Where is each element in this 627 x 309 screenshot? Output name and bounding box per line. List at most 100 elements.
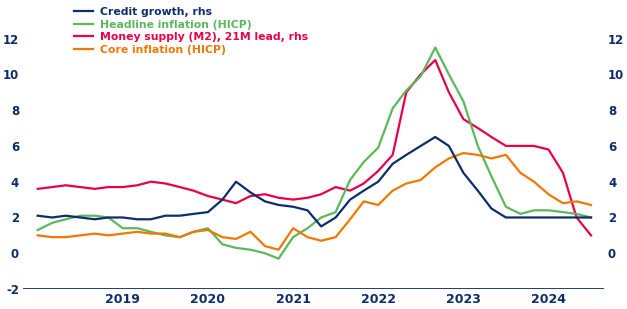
Core inflation (HICP) bbox=[587, 203, 595, 207]
Core inflation (HICP) bbox=[48, 235, 56, 239]
Credit growth, rhs bbox=[545, 216, 552, 219]
Money supply (M2), 21M lead, rhs bbox=[545, 148, 552, 151]
Core inflation (HICP) bbox=[488, 157, 495, 160]
Headline inflation (HICP) bbox=[403, 89, 410, 92]
Core inflation (HICP) bbox=[219, 235, 226, 239]
Money supply (M2), 21M lead, rhs bbox=[232, 201, 240, 205]
Money supply (M2), 21M lead, rhs bbox=[48, 185, 56, 189]
Credit growth, rhs bbox=[474, 189, 482, 193]
Money supply (M2), 21M lead, rhs bbox=[219, 198, 226, 201]
Core inflation (HICP) bbox=[232, 237, 240, 241]
Credit growth, rhs bbox=[204, 210, 212, 214]
Core inflation (HICP) bbox=[360, 200, 367, 203]
Headline inflation (HICP) bbox=[34, 228, 41, 232]
Credit growth, rhs bbox=[289, 205, 297, 209]
Credit growth, rhs bbox=[247, 191, 255, 194]
Credit growth, rhs bbox=[573, 216, 581, 219]
Line: Credit growth, rhs: Credit growth, rhs bbox=[38, 137, 591, 226]
Headline inflation (HICP) bbox=[232, 246, 240, 250]
Headline inflation (HICP) bbox=[587, 216, 595, 219]
Core inflation (HICP) bbox=[417, 178, 424, 182]
Headline inflation (HICP) bbox=[105, 216, 112, 219]
Credit growth, rhs bbox=[105, 216, 112, 219]
Credit growth, rhs bbox=[34, 214, 41, 218]
Headline inflation (HICP) bbox=[176, 235, 184, 239]
Headline inflation (HICP) bbox=[62, 218, 70, 221]
Credit growth, rhs bbox=[147, 218, 155, 221]
Core inflation (HICP) bbox=[573, 200, 581, 203]
Money supply (M2), 21M lead, rhs bbox=[332, 185, 339, 189]
Credit growth, rhs bbox=[62, 214, 70, 218]
Headline inflation (HICP) bbox=[147, 230, 155, 234]
Money supply (M2), 21M lead, rhs bbox=[62, 184, 70, 187]
Money supply (M2), 21M lead, rhs bbox=[517, 144, 524, 148]
Money supply (M2), 21M lead, rhs bbox=[559, 171, 567, 175]
Credit growth, rhs bbox=[460, 171, 467, 175]
Headline inflation (HICP) bbox=[219, 243, 226, 246]
Headline inflation (HICP) bbox=[317, 216, 325, 219]
Core inflation (HICP) bbox=[403, 182, 410, 185]
Headline inflation (HICP) bbox=[374, 146, 382, 150]
Headline inflation (HICP) bbox=[289, 235, 297, 239]
Money supply (M2), 21M lead, rhs bbox=[573, 216, 581, 219]
Credit growth, rhs bbox=[587, 216, 595, 219]
Money supply (M2), 21M lead, rhs bbox=[119, 185, 127, 189]
Money supply (M2), 21M lead, rhs bbox=[431, 58, 439, 62]
Core inflation (HICP) bbox=[332, 235, 339, 239]
Credit growth, rhs bbox=[91, 218, 98, 221]
Headline inflation (HICP) bbox=[360, 160, 367, 164]
Core inflation (HICP) bbox=[317, 239, 325, 243]
Line: Money supply (M2), 21M lead, rhs: Money supply (M2), 21M lead, rhs bbox=[38, 60, 591, 235]
Credit growth, rhs bbox=[360, 189, 367, 193]
Core inflation (HICP) bbox=[134, 230, 141, 234]
Core inflation (HICP) bbox=[530, 180, 538, 184]
Core inflation (HICP) bbox=[517, 171, 524, 175]
Headline inflation (HICP) bbox=[119, 226, 127, 230]
Core inflation (HICP) bbox=[190, 230, 198, 234]
Credit growth, rhs bbox=[488, 207, 495, 210]
Money supply (M2), 21M lead, rhs bbox=[105, 185, 112, 189]
Core inflation (HICP) bbox=[346, 218, 354, 221]
Money supply (M2), 21M lead, rhs bbox=[91, 187, 98, 191]
Credit growth, rhs bbox=[502, 216, 510, 219]
Headline inflation (HICP) bbox=[261, 252, 269, 255]
Money supply (M2), 21M lead, rhs bbox=[275, 196, 282, 200]
Line: Core inflation (HICP): Core inflation (HICP) bbox=[38, 153, 591, 250]
Credit growth, rhs bbox=[219, 198, 226, 201]
Legend: Credit growth, rhs, Headline inflation (HICP), Money supply (M2), 21M lead, rhs,: Credit growth, rhs, Headline inflation (… bbox=[69, 2, 312, 59]
Headline inflation (HICP) bbox=[247, 248, 255, 252]
Credit growth, rhs bbox=[176, 214, 184, 218]
Core inflation (HICP) bbox=[76, 234, 84, 237]
Headline inflation (HICP) bbox=[545, 209, 552, 212]
Headline inflation (HICP) bbox=[517, 212, 524, 216]
Money supply (M2), 21M lead, rhs bbox=[417, 73, 424, 76]
Credit growth, rhs bbox=[134, 218, 141, 221]
Credit growth, rhs bbox=[162, 214, 169, 218]
Core inflation (HICP) bbox=[147, 232, 155, 235]
Credit growth, rhs bbox=[232, 180, 240, 184]
Core inflation (HICP) bbox=[559, 201, 567, 205]
Core inflation (HICP) bbox=[176, 235, 184, 239]
Core inflation (HICP) bbox=[502, 153, 510, 157]
Money supply (M2), 21M lead, rhs bbox=[76, 185, 84, 189]
Headline inflation (HICP) bbox=[275, 257, 282, 260]
Headline inflation (HICP) bbox=[431, 46, 439, 49]
Core inflation (HICP) bbox=[289, 226, 297, 230]
Credit growth, rhs bbox=[275, 203, 282, 207]
Core inflation (HICP) bbox=[275, 248, 282, 252]
Money supply (M2), 21M lead, rhs bbox=[474, 126, 482, 130]
Core inflation (HICP) bbox=[374, 203, 382, 207]
Money supply (M2), 21M lead, rhs bbox=[317, 193, 325, 196]
Core inflation (HICP) bbox=[247, 230, 255, 234]
Credit growth, rhs bbox=[48, 216, 56, 219]
Headline inflation (HICP) bbox=[134, 226, 141, 230]
Money supply (M2), 21M lead, rhs bbox=[445, 91, 453, 94]
Credit growth, rhs bbox=[303, 209, 311, 212]
Money supply (M2), 21M lead, rhs bbox=[147, 180, 155, 184]
Headline inflation (HICP) bbox=[162, 234, 169, 237]
Credit growth, rhs bbox=[374, 180, 382, 184]
Core inflation (HICP) bbox=[474, 153, 482, 157]
Headline inflation (HICP) bbox=[204, 226, 212, 230]
Headline inflation (HICP) bbox=[502, 205, 510, 209]
Money supply (M2), 21M lead, rhs bbox=[204, 194, 212, 198]
